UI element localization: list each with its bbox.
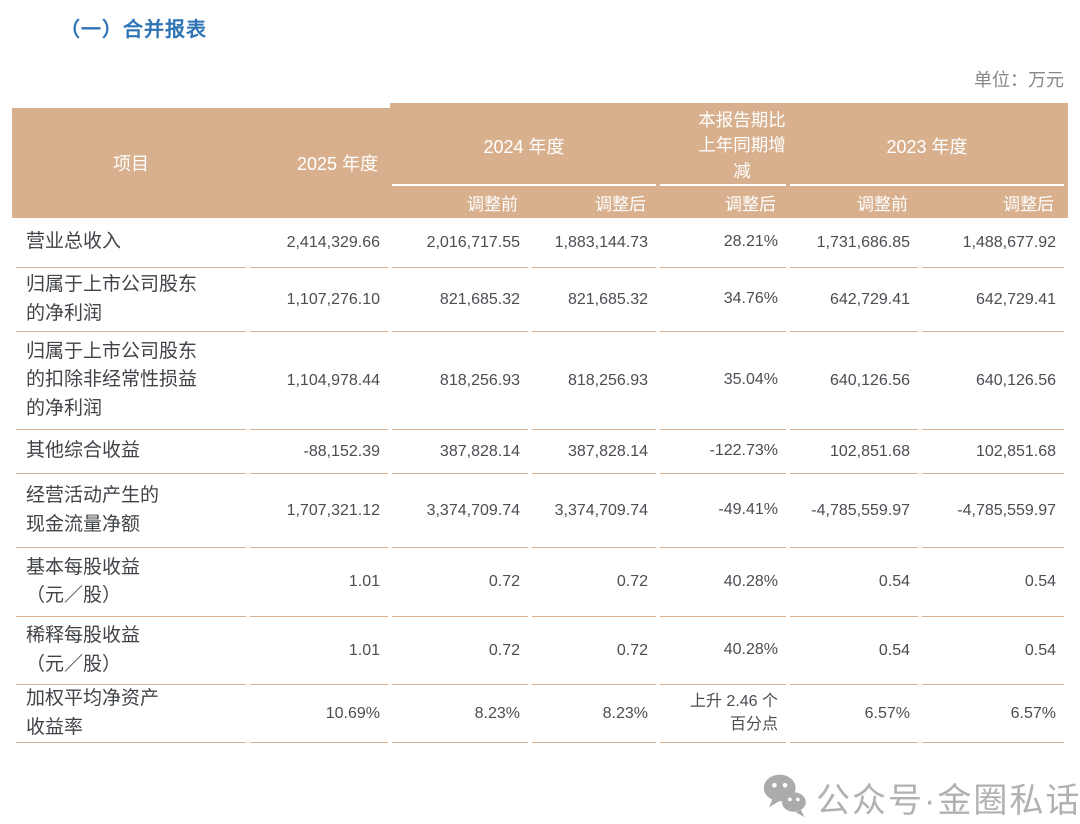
table-header-background <box>12 108 1068 218</box>
subheader-2023-before: 调整前 <box>857 194 909 214</box>
cell-2023-after: 0.54 <box>922 617 1065 686</box>
cell-2023-before: 0.54 <box>790 617 919 686</box>
section-title: （一）合并报表 <box>60 19 207 41</box>
row-item-label: 归属于上市公司股东 的扣除非经常性损益 的净利润 <box>16 332 246 431</box>
cell-2024-after: 0.72 <box>532 548 657 618</box>
cell-change: -49.41% <box>660 474 787 549</box>
cell-2023-before: 642,729.41 <box>790 268 919 333</box>
cell-2024-after: 1,883,144.73 <box>532 218 657 269</box>
cell-2023-after: -4,785,559.97 <box>922 474 1065 549</box>
cell-2023-before: 1,731,686.85 <box>790 218 919 269</box>
table-row: 经营活动产生的 现金流量净额 1,707,321.12 3,374,709.74… <box>16 474 1065 549</box>
row-item-label: 稀释每股收益 （元／股） <box>16 617 246 686</box>
subheader-change-after: 调整后 <box>725 194 777 214</box>
subheader-2024-after: 调整后 <box>595 194 647 214</box>
cell-2025: 2,414,329.66 <box>250 218 388 269</box>
cell-2023-before: 6.57% <box>790 685 919 744</box>
table-row: 基本每股收益 （元／股） 1.01 0.72 0.72 40.28% 0.54 … <box>16 548 1065 618</box>
cell-2024-after: 387,828.14 <box>532 430 657 475</box>
cell-2023-before: 102,851.68 <box>790 430 919 475</box>
financial-table: 项目 2025 年度 2024 年度 本报告期比 上年同期增减 2023 年度 … <box>12 108 1068 744</box>
cell-2025: 1,707,321.12 <box>250 474 388 549</box>
watermark-text: 公众号·金圈私话 <box>816 782 1080 820</box>
cell-2023-before: -4,785,559.97 <box>790 474 919 549</box>
cell-2024-after: 818,256.93 <box>532 332 657 431</box>
cell-2024-after: 821,685.32 <box>532 268 657 333</box>
header-2023-group: 2023 年度 <box>790 108 1065 187</box>
cell-2023-after: 6.57% <box>922 685 1065 744</box>
header-2024-group: 2024 年度 <box>392 108 657 187</box>
cell-2024-after: 0.72 <box>532 617 657 686</box>
cell-change: 35.04% <box>660 332 787 431</box>
table-row: 营业总收入 2,414,329.66 2,016,717.55 1,883,14… <box>16 218 1065 269</box>
cell-2024-after: 8.23% <box>532 685 657 744</box>
cell-change: 40.28% <box>660 617 787 686</box>
cell-2024-before: 2,016,717.55 <box>392 218 528 269</box>
cell-2025: 10.69% <box>250 685 388 744</box>
cell-2023-after: 1,488,677.92 <box>922 218 1065 269</box>
row-item-label: 基本每股收益 （元／股） <box>16 548 246 618</box>
cell-change: -122.73% <box>660 430 787 475</box>
cell-2023-before: 0.54 <box>790 548 919 618</box>
table-row: 归属于上市公司股东 的净利润 1,107,276.10 821,685.32 8… <box>16 268 1065 333</box>
cell-2023-after: 640,126.56 <box>922 332 1065 431</box>
row-item-label: 归属于上市公司股东 的净利润 <box>16 268 246 333</box>
row-item-label: 其他综合收益 <box>16 430 246 475</box>
table-body: 营业总收入 2,414,329.66 2,016,717.55 1,883,14… <box>16 218 1065 744</box>
table-header: 项目 2025 年度 2024 年度 本报告期比 上年同期增减 2023 年度 … <box>16 108 1065 218</box>
unit-label: 单位：万元 <box>974 70 1064 90</box>
header-2025: 2025 年度 <box>296 154 378 175</box>
table-header-background-step <box>390 103 1068 109</box>
row-item-label: 营业总收入 <box>16 218 246 269</box>
cell-2023-after: 102,851.68 <box>922 430 1065 475</box>
cell-2024-before: 3,374,709.74 <box>392 474 528 549</box>
cell-2024-before: 8.23% <box>392 685 528 744</box>
header-item: 项目 <box>113 154 149 175</box>
cell-2024-before: 818,256.93 <box>392 332 528 431</box>
cell-2024-before: 0.72 <box>392 617 528 686</box>
table-row: 加权平均净资产 收益率 10.69% 8.23% 8.23% 上升 2.46 个… <box>16 685 1065 744</box>
cell-2023-before: 640,126.56 <box>790 332 919 431</box>
financial-table-wrapper: 公众号·金圈私话 项目 2025 年度 2024 年度 本报告期比 上年同期增减… <box>12 103 1079 820</box>
table-row: 归属于上市公司股东 的扣除非经常性损益 的净利润 1,104,978.44 81… <box>16 332 1065 431</box>
cell-change: 34.76% <box>660 268 787 333</box>
subheader-2024-before: 调整前 <box>467 194 518 214</box>
row-item-label: 经营活动产生的 现金流量净额 <box>16 474 246 549</box>
cell-change: 上升 2.46 个 百分点 <box>660 685 787 744</box>
cell-2024-before: 387,828.14 <box>392 430 528 475</box>
cell-2025: 1,104,978.44 <box>250 332 388 431</box>
table-row: 其他综合收益 -88,152.39 387,828.14 387,828.14 … <box>16 430 1065 475</box>
table-row: 稀释每股收益 （元／股） 1.01 0.72 0.72 40.28% 0.54 … <box>16 617 1065 686</box>
cell-2023-after: 0.54 <box>922 548 1065 618</box>
cell-2025: 1,107,276.10 <box>250 268 388 333</box>
watermark: 公众号·金圈私话 <box>762 771 1080 824</box>
cell-2023-after: 642,729.41 <box>922 268 1065 333</box>
cell-change: 28.21% <box>660 218 787 269</box>
cell-2024-before: 0.72 <box>392 548 528 618</box>
cell-2025: 1.01 <box>250 617 388 686</box>
cell-2025: 1.01 <box>250 548 388 618</box>
cell-2025: -88,152.39 <box>250 430 388 475</box>
subheader-2023-after: 调整后 <box>1003 194 1055 214</box>
wechat-icon <box>762 771 808 824</box>
cell-2024-after: 3,374,709.74 <box>532 474 657 549</box>
header-change-group: 本报告期比 上年同期增减 <box>660 108 787 187</box>
row-item-label: 加权平均净资产 收益率 <box>16 685 246 744</box>
cell-change: 40.28% <box>660 548 787 618</box>
cell-2024-before: 821,685.32 <box>392 268 528 333</box>
